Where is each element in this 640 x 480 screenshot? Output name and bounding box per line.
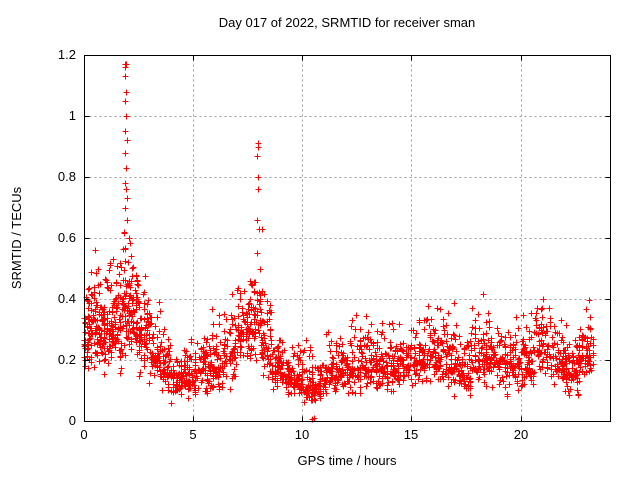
x-tick-label: 5 xyxy=(189,427,196,442)
y-tick-label: 1.2 xyxy=(58,47,76,62)
x-axis-title: GPS time / hours xyxy=(297,453,397,468)
y-tick-label: 0.8 xyxy=(58,169,76,184)
x-tick-label: 15 xyxy=(404,427,418,442)
y-tick-label: 1 xyxy=(69,108,76,123)
y-tick-label: 0 xyxy=(69,413,76,428)
y-tick-label: 0.2 xyxy=(58,352,76,367)
scatter-points xyxy=(81,61,597,423)
y-tick-label: 0.4 xyxy=(58,291,76,306)
x-tick-label: 20 xyxy=(514,427,528,442)
x-tick-label: 0 xyxy=(80,427,87,442)
grid-lines xyxy=(84,55,611,422)
y-axis-title: SRMTID / TECUs xyxy=(9,186,24,290)
x-tick-label: 10 xyxy=(295,427,309,442)
y-tick-label: 0.6 xyxy=(58,230,76,245)
chart-title: Day 017 of 2022, SRMTID for receiver sma… xyxy=(218,15,476,30)
plot-border xyxy=(84,55,611,422)
